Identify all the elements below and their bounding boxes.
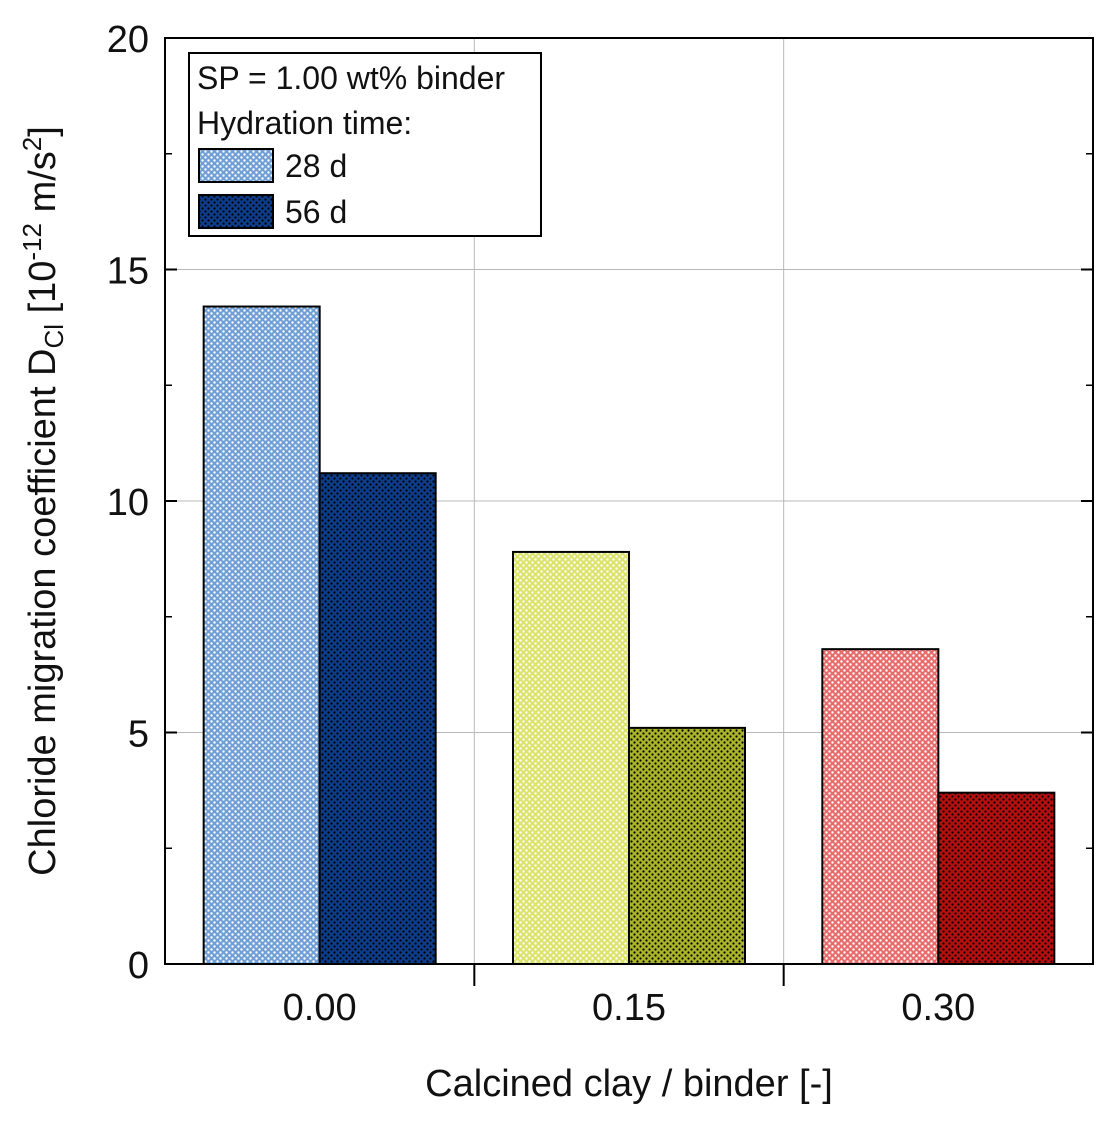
legend: SP = 1.00 wt% binder Hydration time: 28 d 5… [188, 52, 542, 237]
legend-swatch-28d [198, 148, 274, 183]
y-axis-label-exponent: -12 [17, 223, 47, 261]
legend-title: SP = 1.00 wt% binder [197, 60, 505, 96]
legend-label-28d: 28 d [285, 148, 347, 184]
x-axis-label: Calcined clay / binder [-] [425, 1063, 833, 1105]
axes: 0 5 10 15 20 0.00 0.15 0.30 [107, 19, 1093, 1029]
y-axis-label-unit-close: ] [22, 126, 64, 137]
bar-0.15-56d [628, 726, 746, 965]
y-axis-label-main: Chloride migration coefficient D [22, 349, 64, 876]
y-tick-label-4: 20 [107, 19, 149, 61]
bar-0.30-56d [937, 791, 1056, 965]
legend-swatch-56d [198, 194, 274, 229]
bar-0.30-28d [821, 648, 940, 965]
bar-0.15-28d [512, 550, 630, 965]
y-tick-label-1: 5 [128, 714, 149, 756]
y-axis-label-unit-open: [10 [22, 261, 64, 324]
y-axis-label: Chloride migration coefficient DCl [10-1… [17, 126, 69, 876]
y-axis-label-unit-mid: m/s [22, 151, 64, 223]
x-tick-label-0: 0.00 [283, 987, 357, 1029]
y-axis-label-subscript: Cl [39, 324, 69, 349]
y-tick-label-3: 15 [107, 251, 149, 293]
legend-subtitle: Hydration time: [197, 105, 412, 141]
bar-0.00-56d [318, 472, 437, 965]
y-axis-label-exponent-2: 2 [17, 137, 47, 151]
y-tick-label-2: 10 [107, 482, 149, 524]
bar-0.00-28d [202, 305, 321, 966]
y-tick-label-0: 0 [128, 945, 149, 987]
bars [202, 305, 1056, 966]
legend-label-56d: 56 d [285, 194, 347, 230]
x-tick-label-1: 0.15 [592, 987, 666, 1029]
x-tick-label-2: 0.30 [901, 987, 975, 1029]
